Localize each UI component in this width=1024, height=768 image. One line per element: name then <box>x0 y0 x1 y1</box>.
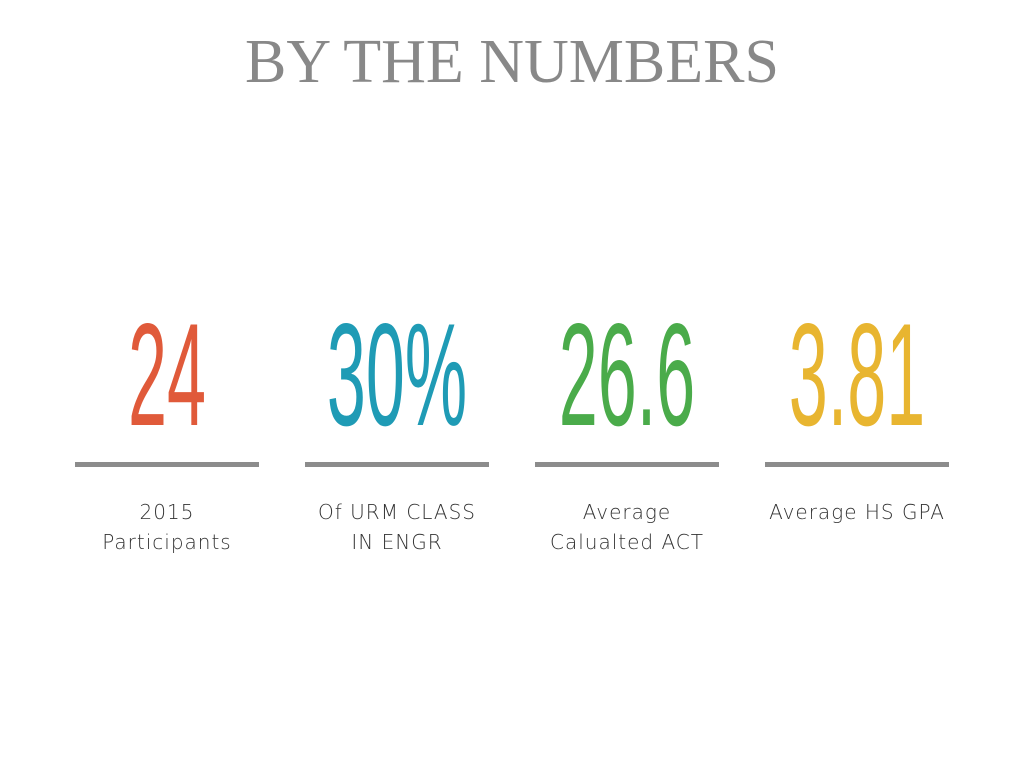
stat-value: 24 <box>128 294 206 457</box>
slide-title: BY THE NUMBERS <box>245 28 779 96</box>
divider <box>75 462 259 467</box>
stat-label: Average HS GPA <box>769 500 945 524</box>
stat-label: 2015 <box>140 500 195 524</box>
stat: 30% Of URM CLASS IN ENGR <box>305 294 489 554</box>
stat-label: Of URM CLASS <box>318 500 476 524</box>
stat-label: Average <box>583 500 671 524</box>
stat-label: IN ENGR <box>351 530 442 554</box>
stat-label: Calualted ACT <box>550 530 704 554</box>
divider <box>305 462 489 467</box>
divider <box>765 462 949 467</box>
stat-value: 26.6 <box>559 294 695 457</box>
stat-value: 3.81 <box>789 294 925 457</box>
divider <box>535 462 719 467</box>
stat: 26.6 Average Calualted ACT <box>535 294 719 554</box>
stat-label: Participants <box>102 530 231 554</box>
stat-value: 30% <box>327 294 467 457</box>
stat: 3.81 Average HS GPA <box>765 294 949 524</box>
stat: 24 2015 Participants <box>75 294 259 554</box>
